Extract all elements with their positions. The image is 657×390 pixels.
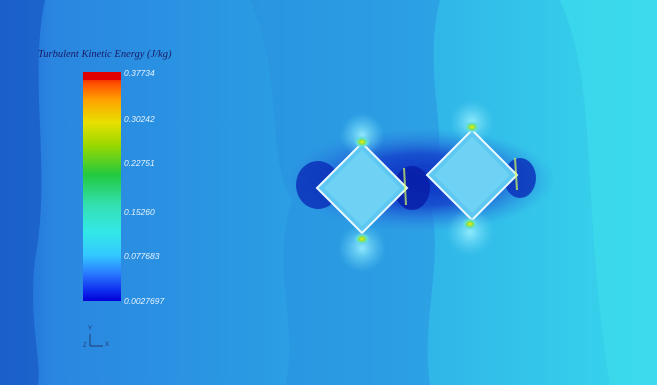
left-boundary-band [0, 0, 45, 385]
legend-tick-label: 0.077683 [124, 251, 160, 261]
right-boundary-band [560, 0, 657, 385]
right-bottom-peak [462, 218, 478, 230]
legend-colorbar [83, 72, 121, 301]
axis-x-label: X [105, 342, 110, 348]
gap-core [394, 166, 430, 210]
left-square-face [324, 150, 400, 226]
left-bottom-peak [354, 233, 370, 245]
right-bottom-halo [446, 208, 494, 256]
right-square-face [434, 137, 510, 213]
legend-tick-label: 0.15260 [124, 207, 155, 217]
left-bottom-halo [338, 224, 386, 272]
left-edge-shear [403, 167, 407, 206]
legend-tick-label: 0.0027697 [124, 296, 165, 306]
legend-title: Turbulent Kinetic Energy (J/kg) [38, 49, 172, 60]
axis-triad [89, 334, 103, 347]
right-downstream-core [504, 158, 536, 198]
legend-tick-label: 0.30242 [124, 114, 155, 124]
left-top-halo [340, 113, 384, 157]
right-top-peak [464, 121, 480, 133]
legend-tick-label: 0.22751 [124, 158, 155, 168]
legend-tick-label: 0.37734 [124, 68, 155, 78]
left-top-peak [354, 136, 370, 148]
legend-top-band [83, 72, 121, 80]
axis-z-label: Z [83, 343, 87, 349]
right-edge-shear [514, 157, 518, 191]
axis-y-label: Y [88, 326, 93, 332]
